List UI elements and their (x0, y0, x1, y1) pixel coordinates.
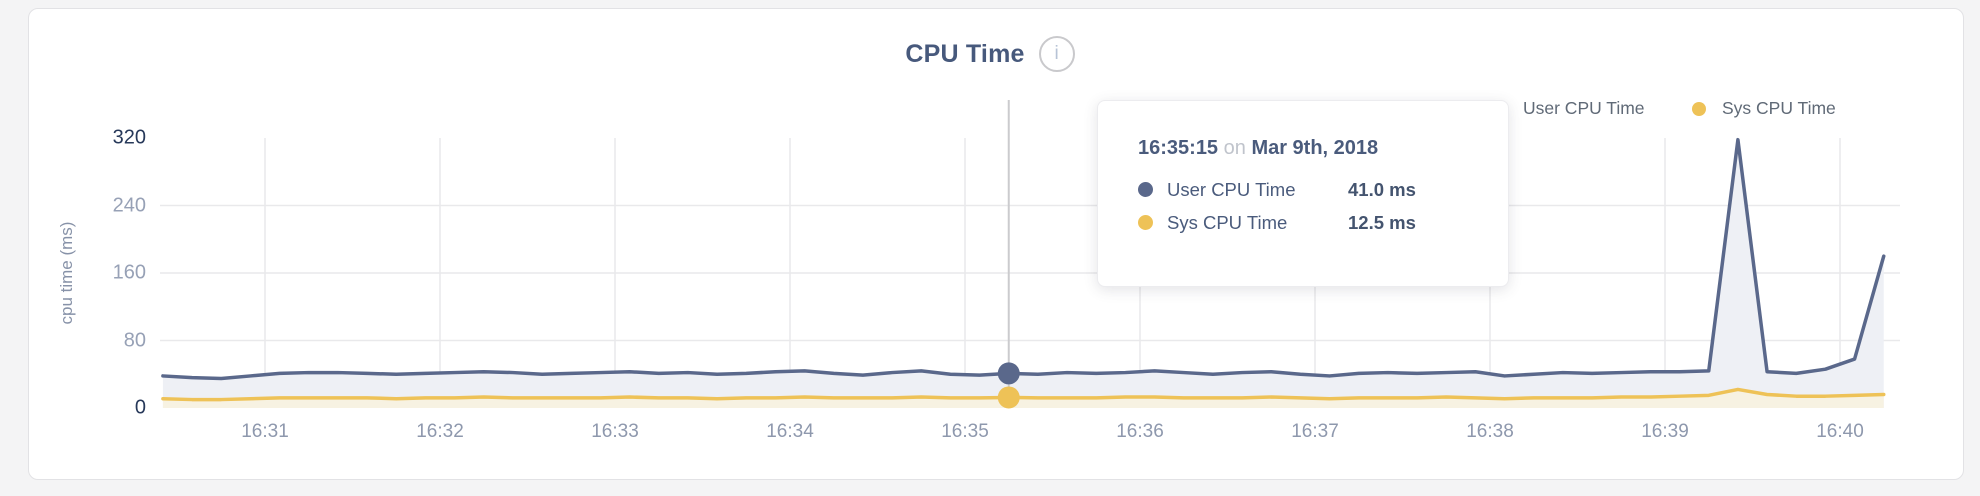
x-tick-label: 16:38 (1466, 421, 1514, 442)
x-tick-label: 16:32 (416, 421, 464, 442)
sys-series-line (161, 387, 1886, 402)
tooltip-series-value: 12.5 ms (1348, 211, 1416, 233)
y-tick-label: 160 (112, 261, 146, 284)
tooltip-series-label: Sys CPU Time (1167, 211, 1288, 233)
y-tick-label: 80 (123, 329, 146, 351)
tooltip-date: Mar 9th, 2018 (1251, 137, 1379, 159)
user-series-area (162, 139, 1884, 408)
x-tick-label: 16:34 (766, 421, 814, 442)
x-tick-label: 16:36 (1116, 421, 1164, 442)
chart-title: CPU Time (905, 39, 1025, 68)
user-series-line (161, 137, 1886, 381)
hover-dot-sys[interactable] (997, 386, 1020, 409)
tooltip: 16:35:15 on Mar 9th, 2018 User CPU Time 4… (1097, 100, 1509, 287)
tooltip-on-word: on (1223, 137, 1246, 159)
tooltip-time: 16:35:15 (1138, 137, 1219, 159)
tooltip-row: User CPU Time 41.0 ms (1138, 176, 1478, 203)
legend-label: User CPU Time (1523, 98, 1645, 118)
tooltip-series-dot-icon (1138, 215, 1153, 230)
info-icon[interactable]: i (1038, 36, 1075, 72)
tooltip-series-value: 41.0 ms (1348, 178, 1416, 200)
legend-item-user[interactable]: User CPU Time (1493, 98, 1645, 119)
x-tick-label: 16:37 (1291, 421, 1339, 442)
legend-dot-icon (1692, 101, 1706, 116)
x-tick-label: 16:40 (1816, 421, 1864, 442)
legend-item-sys[interactable]: Sys CPU Time (1692, 98, 1836, 119)
chart-header: CPU Time i (0, 36, 1980, 72)
y-tick-label: 0 (134, 396, 146, 419)
y-tick-label: 320 (112, 126, 146, 149)
tooltip-row: Sys CPU Time 12.5 ms (1138, 209, 1478, 236)
x-tick-label: 16:31 (241, 421, 289, 442)
x-tick-label: 16:35 (941, 421, 989, 442)
tooltip-series-label: User CPU Time (1167, 178, 1296, 200)
x-tick-label: 16:33 (591, 421, 639, 442)
x-tick-label: 16:39 (1641, 421, 1689, 442)
tooltip-header: 16:35:15 on Mar 9th, 2018 (1138, 137, 1478, 160)
hover-dot-user[interactable] (997, 362, 1020, 385)
legend-label: Sys CPU Time (1722, 98, 1836, 118)
info-icon-glyph: i (1054, 43, 1059, 64)
tooltip-series-dot-icon (1138, 182, 1153, 197)
y-tick-label: 240 (112, 194, 146, 216)
